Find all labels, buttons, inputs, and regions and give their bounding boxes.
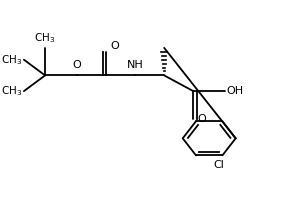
Text: OH: OH bbox=[226, 86, 243, 96]
Text: CH$_3$: CH$_3$ bbox=[1, 84, 22, 98]
Text: CH$_3$: CH$_3$ bbox=[34, 31, 56, 45]
Text: O: O bbox=[72, 61, 81, 70]
Text: CH$_3$: CH$_3$ bbox=[1, 53, 22, 67]
Text: O: O bbox=[197, 114, 206, 124]
Text: NH: NH bbox=[127, 61, 143, 70]
Text: O: O bbox=[110, 41, 119, 51]
Text: Cl: Cl bbox=[213, 160, 224, 170]
